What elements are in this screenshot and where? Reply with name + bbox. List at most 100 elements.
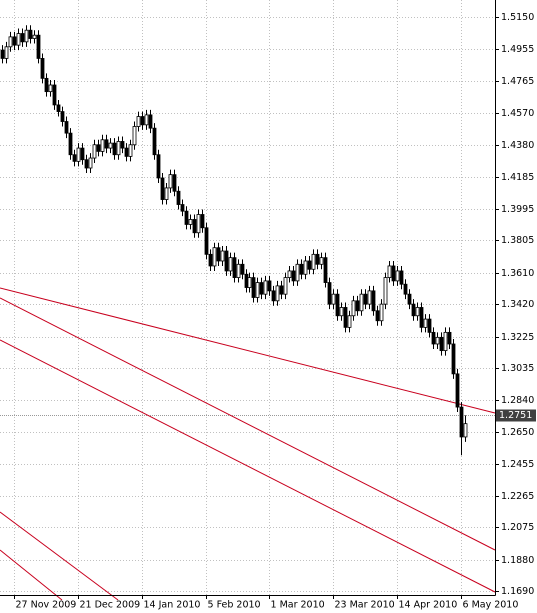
y-tick-label: 1.1880 (501, 555, 534, 566)
candle-body (108, 142, 113, 149)
trend-lines (0, 287, 496, 601)
candle-body (347, 315, 352, 328)
candle-body (172, 174, 177, 192)
candle-body (419, 307, 424, 328)
candle-body (379, 303, 384, 322)
candle-body (435, 336, 440, 345)
candle-body (8, 36, 13, 48)
candle-body (92, 144, 97, 159)
candle-body (271, 290, 276, 302)
candle-body (128, 144, 133, 157)
candle-body (279, 285, 284, 295)
candle-body (415, 307, 420, 317)
y-tick-label: 1.2455 (501, 459, 534, 470)
candle-body (363, 293, 368, 305)
candle-body (267, 280, 272, 292)
bid-label: 1.2751 (499, 410, 532, 421)
labels: 1.5150 1.4955 1.4765 1.4570 1.4380 1.4185 1.39… (14, 12, 536, 611)
y-tick-label: 1.2075 (501, 522, 534, 533)
candle-body (64, 121, 69, 134)
candle-body (287, 270, 292, 278)
candle-body (359, 293, 364, 312)
y-tick-label: 1.2840 (501, 395, 534, 406)
candle-body (455, 373, 460, 408)
candle-body (180, 204, 185, 212)
candle-body (411, 303, 416, 317)
candle-body (144, 114, 149, 126)
candle-body (196, 214, 201, 234)
candle-body (431, 331, 436, 345)
y-tick-label: 1.3610 (501, 268, 534, 279)
candle-body (20, 33, 25, 43)
y-tick-label: 1.3035 (501, 363, 534, 374)
y-tick-label: 1.5150 (501, 12, 534, 23)
candle-body (48, 84, 53, 93)
candle-body (220, 250, 225, 262)
candle-body (375, 310, 380, 322)
candle-body (299, 263, 304, 275)
candle-body (315, 253, 320, 265)
candle-body (72, 154, 77, 162)
candle-body (88, 157, 93, 169)
candle-body (192, 219, 197, 234)
candle-body (56, 104, 61, 112)
candle-body (244, 273, 249, 288)
candle-body (224, 250, 229, 272)
candle-body (327, 282, 332, 305)
candle-body (148, 114, 153, 129)
trend-line (0, 297, 496, 551)
candles (0, 25, 468, 456)
trend-line (0, 511, 119, 601)
trend-line (0, 339, 496, 593)
candle-body (160, 177, 165, 200)
candle-body (263, 280, 268, 295)
candle-body (4, 46, 9, 59)
candle-body (164, 187, 169, 200)
candle-body (439, 336, 444, 352)
candle-body (124, 147, 129, 157)
x-tick-label: 21 Dec 2009 (80, 600, 141, 611)
candle-body (335, 293, 340, 317)
candle-body (399, 270, 404, 285)
candle-body (212, 247, 217, 267)
candle-body (200, 214, 205, 229)
candle-body (259, 282, 264, 295)
candle-body (136, 116, 141, 127)
candle-body (60, 111, 65, 122)
candle-body (343, 307, 348, 328)
y-tick-label: 1.2265 (501, 491, 534, 502)
y-tick-label: 1.4955 (501, 44, 534, 55)
candle-body (447, 331, 452, 345)
candle-body (44, 77, 49, 93)
y-tick-label: 1.4380 (501, 140, 534, 151)
x-tick-label: 1 Mar 2010 (271, 600, 325, 611)
candle-body (247, 277, 252, 288)
y-tick-label: 1.4765 (501, 76, 534, 87)
candle-body (176, 190, 181, 205)
candle-body (323, 257, 328, 283)
candle-body (236, 263, 241, 278)
candle-body (132, 126, 137, 146)
x-tick-label: 14 Jan 2010 (144, 600, 201, 611)
x-tick-label: 27 Nov 2009 (16, 600, 77, 611)
candle-body (407, 293, 412, 305)
candle-body (283, 277, 288, 295)
y-tick-label: 1.3420 (501, 299, 534, 310)
candle-body (76, 147, 81, 162)
candle-body (156, 154, 161, 179)
candle-body (371, 290, 376, 312)
bid-label-box (496, 409, 536, 422)
candle-body (120, 141, 125, 149)
candle-body (28, 29, 33, 39)
candle-body (427, 318, 432, 333)
candle-body (0, 49, 5, 59)
candle-body (152, 127, 157, 156)
candle-body (140, 116, 145, 126)
y-tick-label: 1.4185 (501, 172, 534, 183)
candle-body (188, 219, 193, 225)
candle-body (403, 283, 408, 295)
candle-body (251, 277, 256, 298)
